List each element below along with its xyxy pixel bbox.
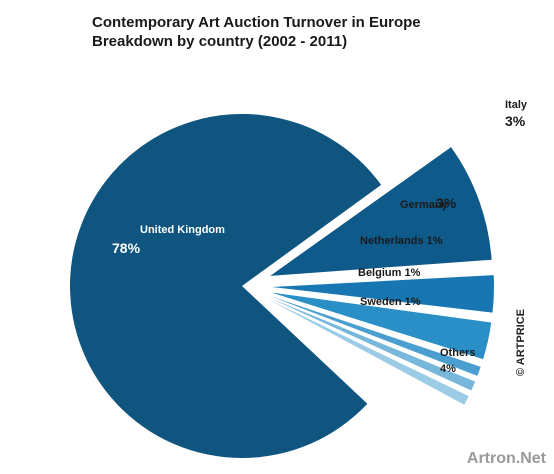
chart-subtitle: Breakdown by country (2002 - 2011) xyxy=(92,32,348,50)
pie-slice-netherlands xyxy=(270,296,481,376)
pie-slice-italy xyxy=(271,275,494,313)
slice-value-italy: 3% xyxy=(505,113,526,129)
pie-slice-others xyxy=(266,303,417,421)
pie-slice-germany xyxy=(271,292,492,360)
pie-slice-united-kingdom xyxy=(70,113,382,458)
slice-label-others: Others xyxy=(440,347,475,359)
watermark-text: Artron.Net xyxy=(466,450,546,467)
slice-value-united-kingdom: 78% xyxy=(112,240,141,256)
slice-label-germany: Germany xyxy=(400,199,449,211)
slice-value-germany: 3% xyxy=(436,195,457,211)
slice-value-others: 4% xyxy=(440,363,456,375)
slice-label-sweden: Sweden 1% xyxy=(360,296,421,308)
slice-label-france: France xyxy=(430,81,466,93)
slice-label-netherlands: Netherlands 1% xyxy=(360,235,443,247)
chart-title: Contemporary Art Auction Turnover in Eur… xyxy=(92,14,421,31)
pie-slice-sweden xyxy=(268,299,469,405)
slice-label-belgium: Belgium 1% xyxy=(358,267,421,279)
copyright-text: © ARTPRICE xyxy=(515,309,527,376)
pie-slice-belgium xyxy=(269,297,476,391)
slice-label-italy: Italy xyxy=(505,99,528,111)
chart-title-block: Contemporary Art Auction Turnover in Eur… xyxy=(92,14,421,52)
slice-value-france: 9% xyxy=(430,97,451,113)
slice-label-united-kingdom: United Kingdom xyxy=(140,224,225,236)
pie-slice-france xyxy=(270,147,492,276)
